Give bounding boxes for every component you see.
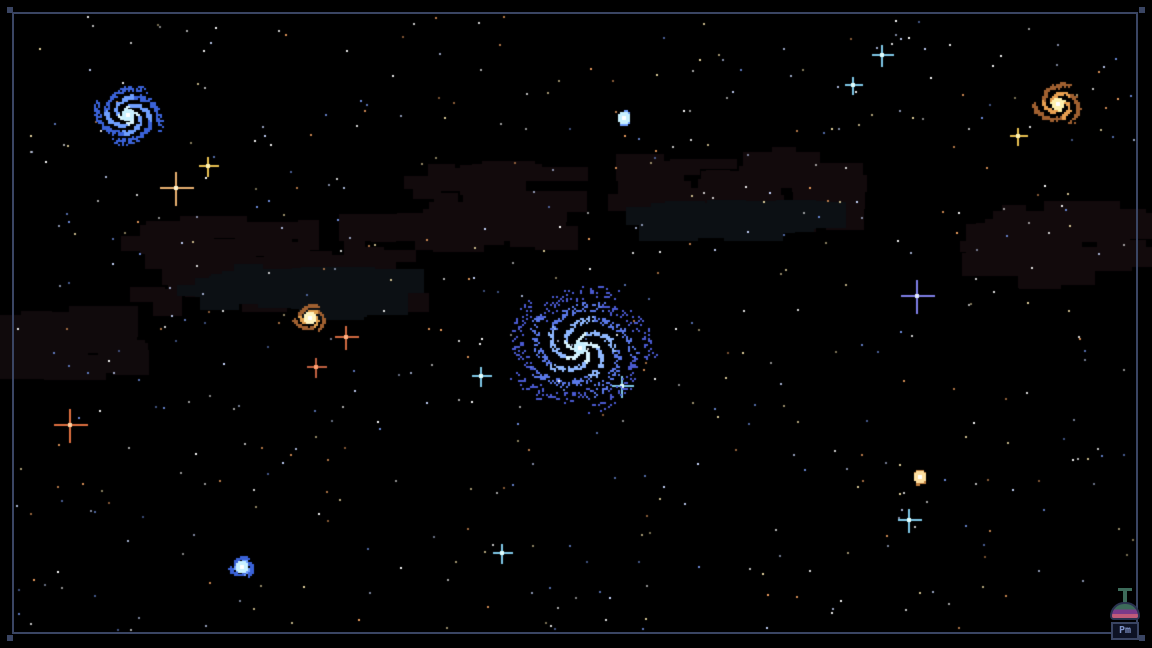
planet-device-icon[interactable]: Pm bbox=[1106, 588, 1144, 642]
dome-icon bbox=[1110, 602, 1140, 620]
frame-corner bbox=[1139, 635, 1145, 641]
frame-corner bbox=[7, 635, 13, 641]
frame-corner bbox=[1139, 7, 1145, 13]
device-label: Pm bbox=[1111, 622, 1139, 640]
antenna-icon bbox=[1118, 588, 1132, 602]
frame-corner bbox=[7, 7, 13, 13]
